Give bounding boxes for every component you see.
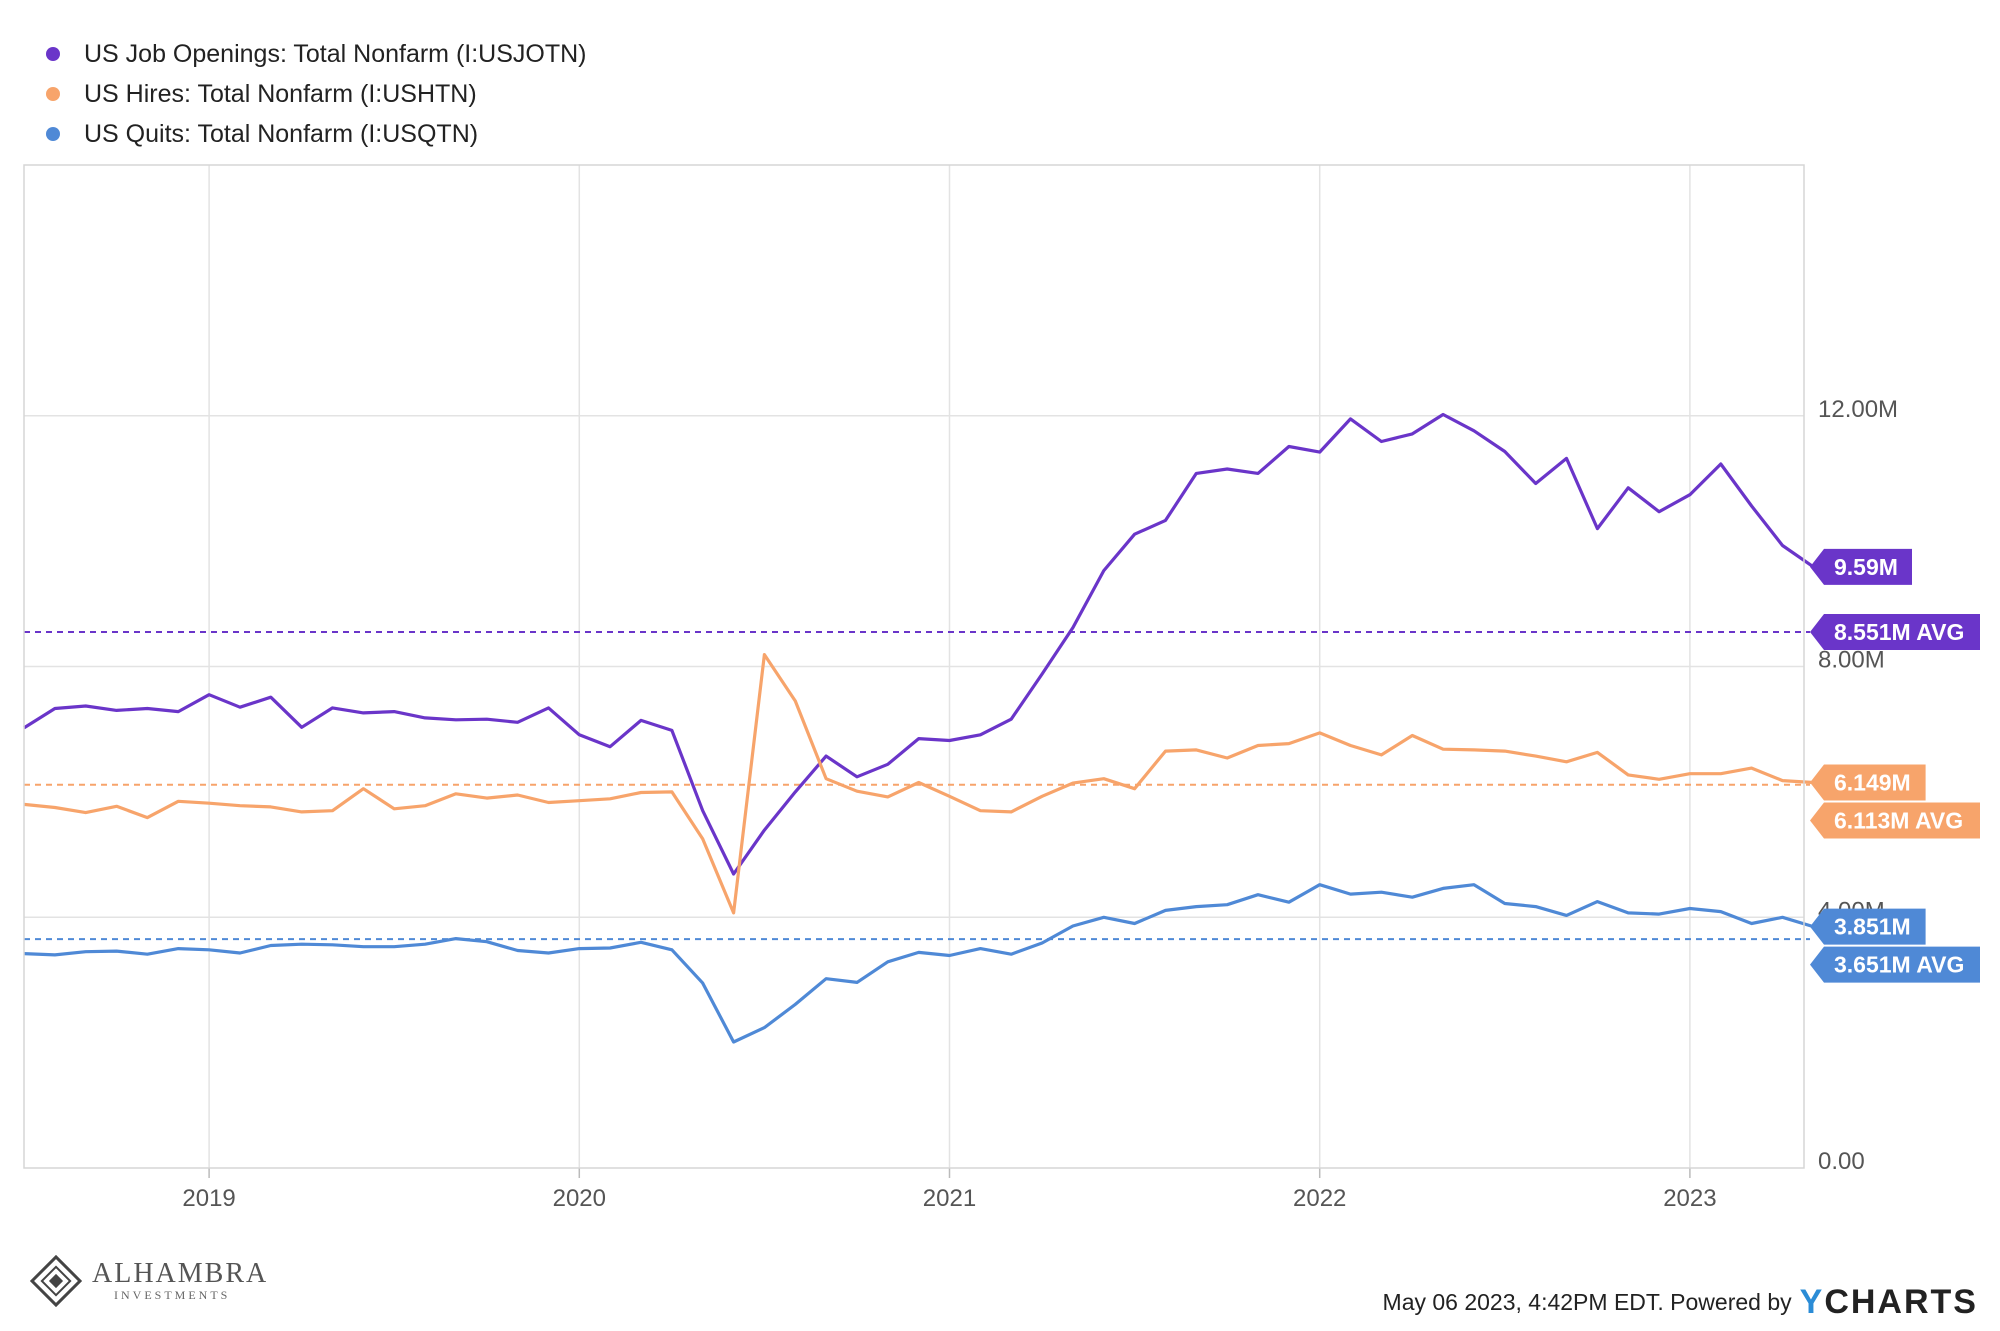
average-value-label: 6.113M AVG <box>1810 802 1980 839</box>
x-tick-label: 2019 <box>182 1185 235 1212</box>
x-tick-label: 2020 <box>553 1185 606 1212</box>
label-flag-background <box>1810 802 1980 839</box>
label-flag-background <box>1810 908 1926 945</box>
label-flag-text: 6.113M AVG <box>1834 808 1963 834</box>
legend-label: US Job Openings: Total Nonfarm (I:USJOTN… <box>84 39 587 68</box>
label-flag-text: 6.149M <box>1834 770 1911 796</box>
end-labels: 9.59M 8.551M AVG 6.149M 6.113M AVG 3.851M 3.6… <box>1810 548 1980 983</box>
x-tick-label: 2021 <box>923 1185 976 1212</box>
diamond-logo-icon <box>30 1255 82 1307</box>
timestamp-note: May 06 2023, 4:42PM EDT. Powered by <box>1382 1289 1792 1315</box>
legend-item-hires[interactable]: US Hires: Total Nonfarm (I:USHTN) <box>46 74 587 114</box>
legend: US Job Openings: Total Nonfarm (I:USJOTN… <box>46 34 587 154</box>
end-value-label: 9.59M <box>1810 548 1912 585</box>
plot-frame <box>23 164 1805 1178</box>
legend-label: US Hires: Total Nonfarm (I:USHTN) <box>84 79 477 108</box>
label-flag-background <box>1810 613 1980 650</box>
legend-item-job-openings[interactable]: US Job Openings: Total Nonfarm (I:USJOTN… <box>46 34 587 74</box>
series-line <box>23 412 1815 876</box>
ycharts-text: CHARTS <box>1824 1283 1978 1321</box>
average-lines <box>24 630 1810 941</box>
legend-item-quits[interactable]: US Quits: Total Nonfarm (I:USQTN) <box>46 114 587 154</box>
ycharts-y: Y <box>1799 1283 1825 1321</box>
legend-swatch <box>46 127 60 141</box>
average-value-label: 3.651M AVG <box>1810 946 1980 983</box>
y-tick-label: 0.00 <box>1818 1148 1865 1175</box>
label-flag-text: 9.59M <box>1834 554 1898 580</box>
label-flag-text: 3.851M <box>1834 914 1911 940</box>
ycharts-logo[interactable]: YCHARTS <box>1800 1283 1978 1322</box>
end-value-label: 3.851M <box>1810 908 1926 945</box>
legend-swatch <box>46 87 60 101</box>
logo-name: ALHAMBRA <box>92 1257 269 1289</box>
label-flag-text: 8.551M AVG <box>1834 619 1964 645</box>
series-line <box>23 883 1814 1044</box>
label-flag-background <box>1810 946 1980 983</box>
plot-border <box>23 164 1805 1169</box>
grid <box>24 165 1804 1168</box>
label-flag-background <box>1810 548 1912 585</box>
series-line <box>23 652 1814 915</box>
x-tick-label: 2023 <box>1663 1185 1716 1212</box>
series-lines <box>23 412 1815 1044</box>
legend-swatch <box>46 47 60 61</box>
end-value-label: 6.149M <box>1810 764 1926 801</box>
average-value-label: 8.551M AVG <box>1810 613 1980 650</box>
footer-attribution: May 06 2023, 4:42PM EDT. Powered by YCHA… <box>1383 1283 1978 1322</box>
alhambra-logo: ALHAMBRA INVESTMENTS <box>30 1255 268 1307</box>
x-tick-label: 2022 <box>1293 1185 1346 1212</box>
y-tick-label: 8.00M <box>1818 647 1885 674</box>
y-tick-label: 12.00M <box>1818 396 1898 423</box>
legend-label: US Quits: Total Nonfarm (I:USQTN) <box>84 119 479 148</box>
label-flag-text: 3.651M AVG <box>1834 952 1964 978</box>
label-flag-background <box>1810 764 1926 801</box>
logo-subtitle: INVESTMENTS <box>114 1287 231 1302</box>
